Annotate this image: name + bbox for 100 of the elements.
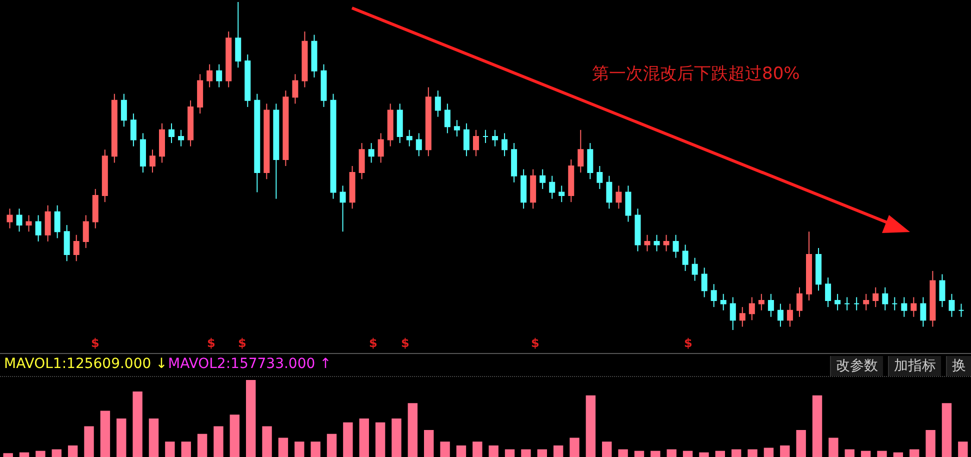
candlestick (654, 234, 660, 252)
bar (666, 449, 676, 457)
bar (521, 449, 531, 457)
bar (553, 445, 564, 457)
candlestick (178, 129, 184, 147)
candlestick (786, 303, 793, 328)
bar (844, 449, 854, 457)
bar (926, 430, 936, 457)
bar (472, 442, 482, 457)
candlestick (730, 296, 736, 330)
text: $ (531, 336, 540, 350)
candlestick (73, 234, 80, 262)
bar (19, 452, 30, 457)
candlestick (120, 93, 127, 128)
candlestick (444, 103, 450, 134)
bar (634, 450, 644, 457)
candlestick (910, 296, 917, 318)
candlestick (502, 132, 508, 157)
bar (424, 430, 434, 457)
candlestick (768, 293, 774, 318)
candlestick (844, 296, 850, 311)
bar (116, 418, 126, 457)
candlestick (368, 142, 374, 164)
candlestick (663, 234, 670, 252)
candlestick (406, 129, 412, 147)
candlestick (64, 224, 70, 262)
candlestick (206, 64, 213, 88)
bar (958, 442, 968, 457)
candlestick (892, 296, 898, 311)
bar (796, 430, 806, 457)
candlestick (416, 132, 422, 157)
text: MAVOL1:125609.000 ↓ (4, 356, 168, 372)
bar (715, 450, 726, 457)
bar (326, 434, 337, 457)
bar (3, 453, 13, 457)
candlestick (748, 296, 755, 321)
candlestick (16, 208, 22, 232)
candlestick (758, 293, 764, 311)
candlestick (292, 74, 298, 104)
bar (602, 442, 612, 457)
candlestick (168, 122, 175, 144)
candlestick (235, 2, 242, 68)
bar (828, 438, 838, 457)
candlestick (434, 90, 441, 118)
text: 改参数 (830, 356, 883, 376)
bar (699, 452, 709, 457)
candlestick (596, 166, 603, 190)
bar (181, 442, 191, 457)
candlestick (340, 185, 346, 232)
candlestick (54, 204, 60, 239)
bar (618, 449, 628, 457)
annotation: 第一次混改后下跌超过80% (592, 63, 800, 85)
bar (586, 395, 596, 457)
candlestick (644, 234, 650, 252)
candlestick (378, 132, 384, 164)
bar (148, 418, 159, 457)
bar (392, 418, 402, 457)
candlestick (720, 293, 726, 311)
candlestick (578, 129, 584, 174)
bar (650, 450, 660, 457)
bar (343, 422, 353, 457)
bar (456, 445, 466, 457)
bar (262, 426, 272, 457)
bar (230, 414, 240, 457)
text: $ (401, 336, 410, 350)
candlestick (854, 296, 860, 311)
bar (197, 434, 208, 457)
candlestick (920, 296, 926, 328)
bar (812, 395, 822, 457)
candlestick (939, 274, 946, 308)
candlestick (625, 185, 632, 222)
candlestick (587, 142, 594, 180)
bar (764, 448, 774, 457)
bar (359, 418, 369, 457)
bar (570, 438, 580, 457)
bar (310, 442, 320, 457)
candlestick (454, 120, 460, 137)
bar (52, 449, 62, 457)
bar (877, 450, 887, 457)
bar (408, 403, 418, 457)
bar (504, 449, 515, 457)
text: $ (207, 336, 216, 350)
candlestick (149, 149, 156, 174)
text: 加指标 (888, 356, 941, 376)
candlestick (472, 129, 479, 157)
bar (214, 426, 224, 457)
bar (68, 445, 78, 457)
candlestick (216, 64, 222, 88)
bar (682, 450, 693, 457)
candlestick (44, 204, 51, 242)
candlestick (872, 286, 879, 308)
bar (278, 438, 288, 457)
bar (910, 449, 920, 457)
bar (942, 403, 952, 457)
text: $ (684, 336, 692, 350)
bar (860, 450, 871, 457)
bar (165, 442, 175, 457)
bar (440, 442, 450, 457)
candlestick (882, 286, 888, 311)
candlestick (540, 168, 546, 190)
